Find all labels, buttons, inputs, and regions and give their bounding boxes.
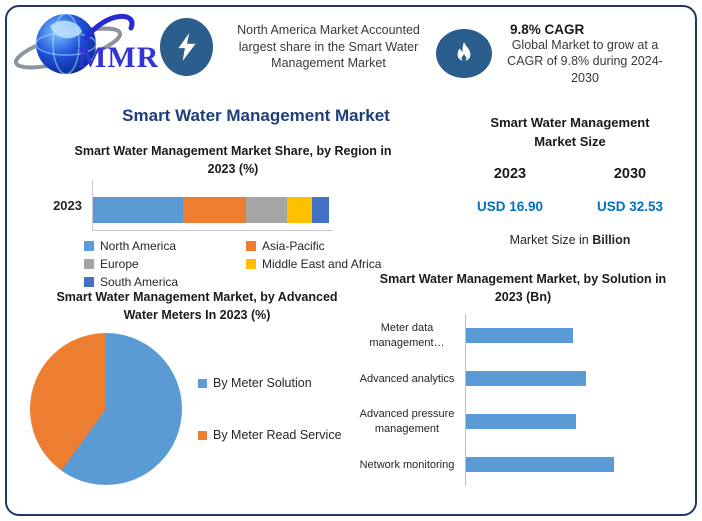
legend-marker-north-america <box>84 241 94 252</box>
legend-item-middle-east-and-africa: Middle East and Africa <box>246 257 438 271</box>
region-plot-area <box>92 180 333 232</box>
legend-item-europe: Europe <box>84 257 236 271</box>
pie <box>30 333 182 486</box>
legend-label: Middle East and Africa <box>262 257 382 272</box>
region-segment-south-america <box>312 197 329 224</box>
market-size-values: USD 16.90 USD 32.53 <box>450 199 690 214</box>
region-share-chart: Smart Water Management Market Share, by … <box>28 142 438 289</box>
region-segment-asia-pacific <box>182 197 247 224</box>
svg-text:MMR: MMR <box>78 41 158 74</box>
solution-bar-cell <box>465 443 694 487</box>
market-size-panel: Smart Water Management Market Size 2023 … <box>450 114 690 247</box>
solution-bar-cell <box>465 357 694 401</box>
caption-unit: Billion <box>592 232 631 247</box>
solution-bar-cell <box>465 314 694 358</box>
solution-row-meter-data-management: Meter data management… <box>352 314 694 358</box>
mmr-logo: MMR <box>12 4 158 88</box>
value-2023: USD 16.90 <box>476 198 544 214</box>
market-size-title: Smart Water Management Market Size <box>490 115 650 149</box>
year-2030-label: 2030 <box>613 165 647 182</box>
solution-bar-meter-data-management <box>466 328 573 344</box>
region-axis-label: 2023 <box>53 198 82 214</box>
legend-item-asia-pacific: Asia-Pacific <box>246 239 438 253</box>
region-legend: North America Asia-Pacific Europe Middle Ea… <box>84 239 438 289</box>
cagr-body: Global Market to grow at a CAGR of 9.8% … <box>507 38 663 85</box>
legend-label: Asia-Pacific <box>262 239 325 254</box>
pie-legend: By Meter Solution By Meter Read Service <box>198 376 342 442</box>
pie-legend-marker-by-meter-read-service <box>198 430 207 440</box>
solution-row-network-monitoring: Network monitoring <box>352 443 694 487</box>
solution-category-label: Advanced analytics <box>359 372 455 385</box>
cagr-heading: 9.8% CAGR <box>510 22 585 37</box>
region-segment-middle-east-and-africa <box>286 197 313 224</box>
region-plot-row: 2023 <box>28 180 438 232</box>
region-segment-north-america <box>93 197 183 224</box>
cagr-text-block: 9.8% CAGR Global Market to grow at a CAG… <box>504 22 666 86</box>
legend-marker-middle-east-and-africa <box>246 259 256 270</box>
year-2023-label: 2023 <box>493 165 527 182</box>
solution-bar-advanced-analytics <box>466 371 586 387</box>
legend-item-south-america: South America <box>84 275 236 289</box>
lightning-icon <box>160 18 213 76</box>
legend-label: North America <box>100 239 177 254</box>
page-title: Smart Water Management Market <box>122 106 390 125</box>
solution-row-advanced-pressure-management: Advanced pressure management <box>352 400 694 444</box>
pie-row: By Meter Solution By Meter Read Service <box>22 333 372 486</box>
market-size-caption: Market Size in Billion <box>450 233 690 247</box>
solution-bar-advanced-pressure-management <box>466 414 576 430</box>
region-segment-europe <box>246 197 287 224</box>
legend-label: South America <box>100 275 179 290</box>
solution-bar-chart: Smart Water Management Market, by Soluti… <box>352 270 694 487</box>
solution-bar-cell <box>465 400 694 444</box>
solution-row-advanced-analytics: Advanced analytics <box>352 357 694 401</box>
legend-marker-south-america <box>84 277 94 288</box>
globe-logo-icon: MMR <box>13 13 158 75</box>
pie-legend-label: By Meter Solution <box>213 376 312 391</box>
market-size-years: 2023 2030 <box>450 166 690 182</box>
solution-chart-title: Smart Water Management Market, by Soluti… <box>379 272 667 305</box>
pie-chart-title: Smart Water Management Market, by Advanc… <box>56 290 338 323</box>
legend-label: Europe <box>100 257 139 272</box>
region-bar-track <box>93 197 329 224</box>
pie-legend-item-by-meter-solution: By Meter Solution <box>198 376 342 390</box>
highlight-callout: North America Market Accounted largest s… <box>160 18 434 76</box>
solution-category-label: Meter data management… <box>369 322 445 349</box>
legend-item-north-america: North America <box>84 239 236 253</box>
pie-legend-marker-by-meter-solution <box>198 378 207 388</box>
flame-icon <box>436 29 492 79</box>
highlight-text: North America Market Accounted largest s… <box>237 22 420 71</box>
legend-marker-asia-pacific <box>246 241 256 252</box>
region-chart-title: Smart Water Management Market Share, by … <box>74 144 392 177</box>
caption-prefix: Market Size in <box>509 232 593 247</box>
water-meters-pie-chart: Smart Water Management Market, by Advanc… <box>22 288 372 486</box>
solution-rows: Meter data management… Advanced analytics… <box>352 314 694 487</box>
legend-marker-europe <box>84 259 94 270</box>
pie-legend-label: By Meter Read Service <box>213 428 342 443</box>
solution-category-label: Network monitoring <box>359 458 455 471</box>
solution-bar-network-monitoring <box>466 457 614 473</box>
solution-category-label: Advanced pressure management <box>359 408 455 435</box>
value-2030: USD 32.53 <box>596 198 664 214</box>
pie-legend-item-by-meter-read-service: By Meter Read Service <box>198 428 342 442</box>
cagr-callout: 9.8% CAGR Global Market to grow at a CAG… <box>436 22 694 86</box>
